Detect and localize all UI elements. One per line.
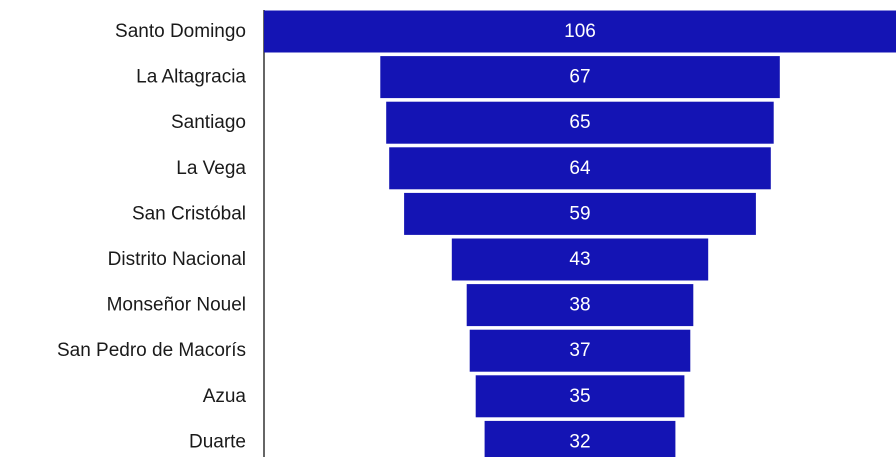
bar-9 — [475, 375, 685, 418]
category-label: San Cristóbal — [132, 203, 246, 224]
data-label: 65 — [569, 112, 590, 133]
category-label: Santo Domingo — [115, 21, 246, 42]
bar-10 — [484, 420, 676, 457]
bar-7 — [466, 284, 694, 327]
category-label: Distrito Nacional — [108, 249, 246, 270]
bar-6 — [451, 238, 709, 281]
data-label: 35 — [569, 386, 590, 407]
data-label: 32 — [569, 431, 590, 452]
category-label: La Vega — [176, 158, 246, 179]
bar-4 — [389, 147, 771, 190]
category-label: Santiago — [171, 112, 246, 133]
category-labels: Santo Domingo La Altagracia Santiago La Veg… — [57, 21, 246, 452]
bar-2 — [380, 56, 780, 99]
category-label: San Pedro de Macorís — [57, 340, 246, 361]
category-label: Duarte — [189, 431, 246, 452]
bar-5 — [404, 192, 756, 235]
category-label: Azua — [203, 386, 247, 407]
data-label: 59 — [569, 203, 590, 224]
bar-8 — [469, 329, 691, 372]
data-labels: 106 67 65 64 59 43 38 37 35 32 — [564, 21, 596, 452]
category-label: La Altagracia — [136, 67, 246, 88]
bar-1 — [264, 10, 896, 53]
data-label: 67 — [569, 67, 590, 88]
category-label: Monseñor Nouel — [107, 295, 246, 316]
data-label: 37 — [569, 340, 590, 361]
data-label: 64 — [569, 158, 591, 179]
data-label: 43 — [569, 249, 590, 270]
bar-3 — [386, 101, 774, 144]
data-label: 106 — [564, 21, 596, 42]
bars — [264, 10, 896, 457]
data-label: 38 — [569, 295, 590, 316]
